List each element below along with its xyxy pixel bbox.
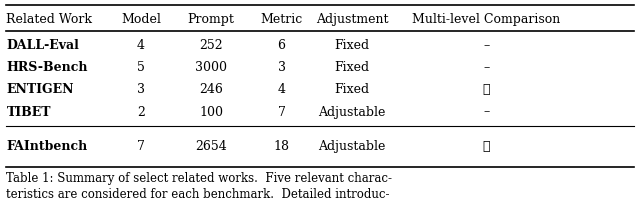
Text: 6: 6	[278, 39, 285, 52]
Text: ✓: ✓	[483, 140, 490, 153]
Text: Fixed: Fixed	[335, 61, 369, 74]
Text: Fixed: Fixed	[335, 83, 369, 96]
Text: ✓: ✓	[483, 83, 490, 96]
Text: 3000: 3000	[195, 61, 227, 74]
Text: ENTIGEN: ENTIGEN	[6, 83, 74, 96]
Text: 3: 3	[278, 61, 285, 74]
Text: 7: 7	[137, 140, 145, 153]
Text: 5: 5	[137, 61, 145, 74]
Text: Metric: Metric	[260, 13, 303, 26]
Text: Fixed: Fixed	[335, 39, 369, 52]
Text: Related Work: Related Work	[6, 13, 92, 26]
Text: Adjustable: Adjustable	[318, 106, 386, 119]
Text: 100: 100	[199, 106, 223, 119]
Text: 7: 7	[278, 106, 285, 119]
Text: Table 1: Summary of select related works.  Five relevant charac-: Table 1: Summary of select related works…	[6, 172, 392, 185]
Text: –: –	[483, 39, 490, 52]
Text: HRS-Bench: HRS-Bench	[6, 61, 88, 74]
Text: 3: 3	[137, 83, 145, 96]
Text: Multi-level Comparison: Multi-level Comparison	[412, 13, 561, 26]
Text: –: –	[483, 61, 490, 74]
Text: Adjustment: Adjustment	[316, 13, 388, 26]
Text: FAIntbench: FAIntbench	[6, 140, 88, 153]
Text: 246: 246	[199, 83, 223, 96]
Text: teristics are considered for each benchmark.  Detailed introduc-: teristics are considered for each benchm…	[6, 188, 390, 201]
Text: Model: Model	[121, 13, 161, 26]
Text: –: –	[483, 106, 490, 119]
Text: 4: 4	[137, 39, 145, 52]
Text: 2: 2	[137, 106, 145, 119]
Text: 252: 252	[200, 39, 223, 52]
Text: Prompt: Prompt	[188, 13, 235, 26]
Text: DALL-Eval: DALL-Eval	[6, 39, 79, 52]
Text: TIBET: TIBET	[6, 106, 51, 119]
Text: 2654: 2654	[195, 140, 227, 153]
Text: 4: 4	[278, 83, 285, 96]
Text: 18: 18	[274, 140, 290, 153]
Text: Adjustable: Adjustable	[318, 140, 386, 153]
